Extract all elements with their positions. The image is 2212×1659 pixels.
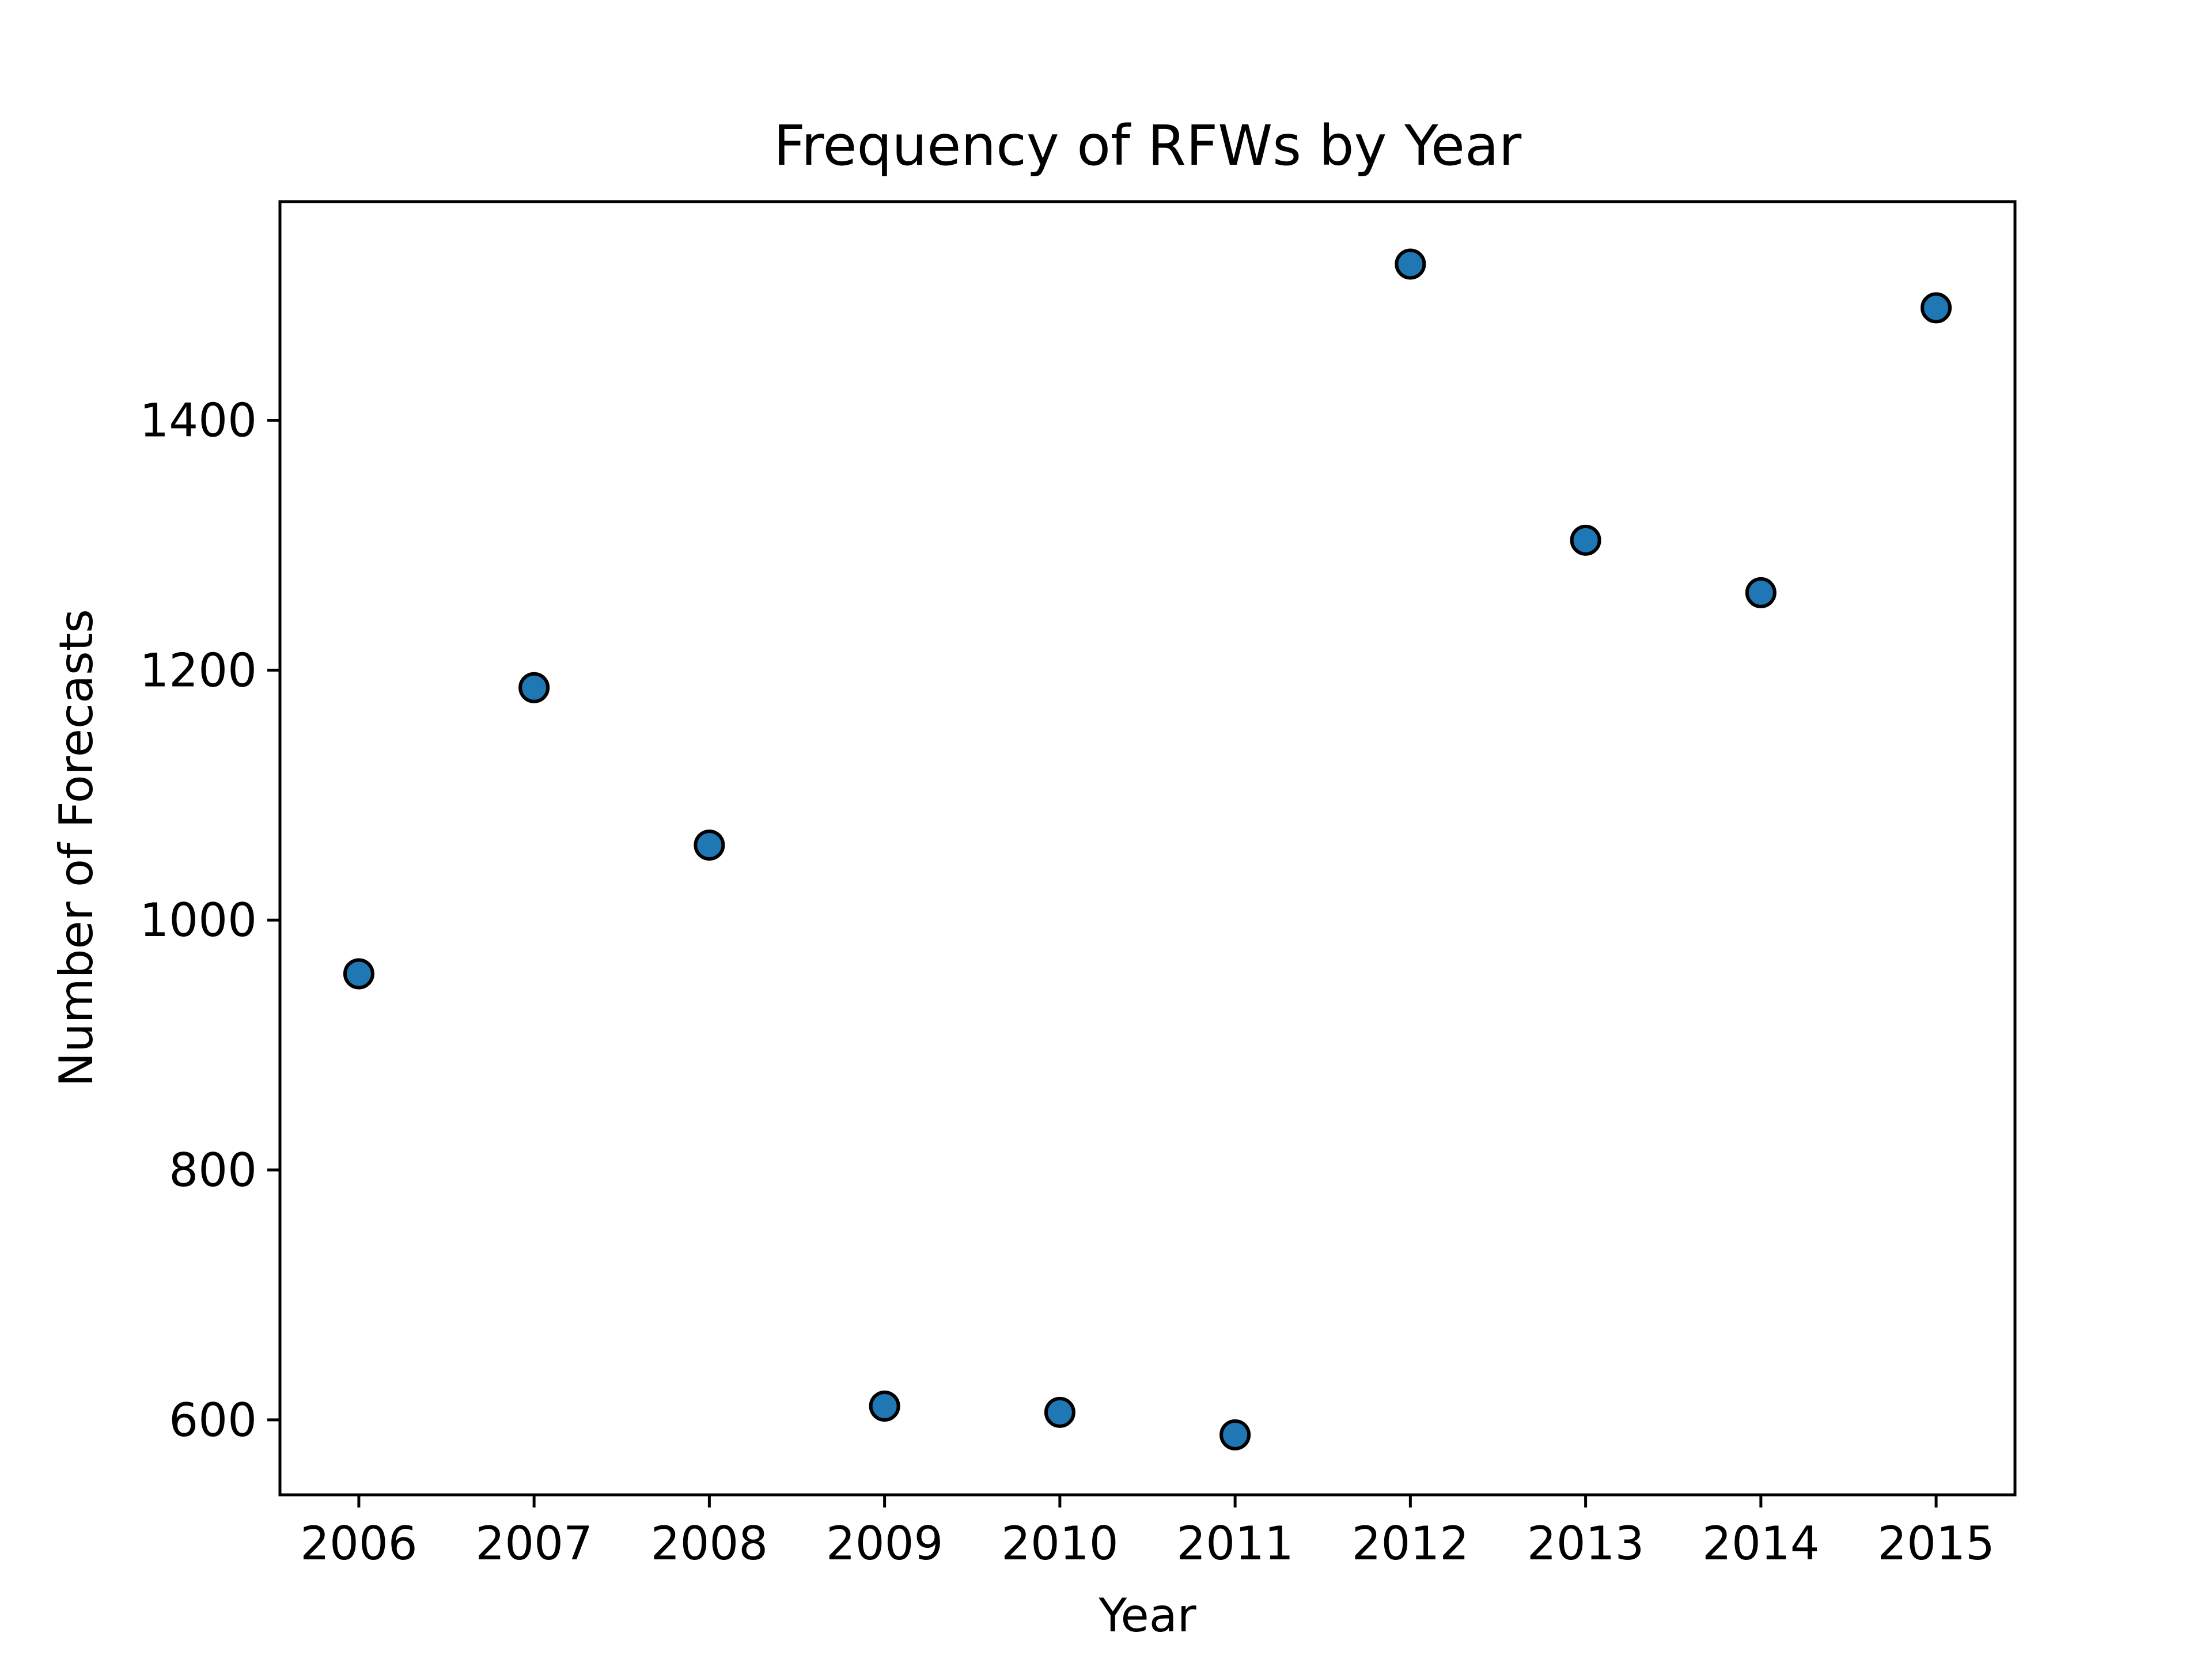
x-tick-label: 2015	[1877, 1517, 1995, 1570]
y-tick-label: 1000	[139, 893, 257, 947]
chart-title: Frequency of RFWs by Year	[774, 113, 1522, 178]
y-tick-label: 1400	[139, 394, 257, 448]
y-tick-label: 1200	[139, 643, 257, 697]
data-point	[1570, 524, 1601, 556]
plot-frame	[278, 200, 2017, 1497]
x-tick-label: 2011	[1176, 1517, 1294, 1570]
y-axis-ticks: 600 800 1000 1200 1400	[139, 394, 280, 1447]
y-tick-label: 600	[169, 1393, 257, 1447]
x-tick-label: 2008	[651, 1517, 768, 1570]
x-tick-label: 2009	[826, 1517, 944, 1570]
x-axis-ticks: 2006 2007 2008 2009 2010 2011 2012 2013 2014 2015	[300, 1495, 1995, 1570]
data-point	[1921, 292, 1952, 324]
x-tick-label: 2006	[300, 1517, 418, 1570]
x-tick-label: 2014	[1702, 1517, 1820, 1570]
data-point	[1219, 1419, 1251, 1450]
data-point	[1395, 248, 1426, 280]
x-axis-label: Year	[1098, 1589, 1196, 1642]
x-tick-label: 2007	[475, 1517, 593, 1570]
x-tick-label: 2012	[1352, 1517, 1469, 1570]
data-point	[1044, 1396, 1075, 1428]
y-axis-label: Number of Forecasts	[50, 609, 103, 1087]
x-tick-label: 2010	[1001, 1517, 1119, 1570]
data-point	[1745, 577, 1777, 608]
data-point	[869, 1390, 900, 1422]
data-point	[343, 958, 374, 990]
data-point	[518, 672, 550, 703]
data-point	[694, 830, 725, 861]
y-tick-label: 800	[169, 1143, 257, 1197]
x-tick-label: 2013	[1527, 1517, 1645, 1570]
data-points	[343, 248, 1952, 1450]
